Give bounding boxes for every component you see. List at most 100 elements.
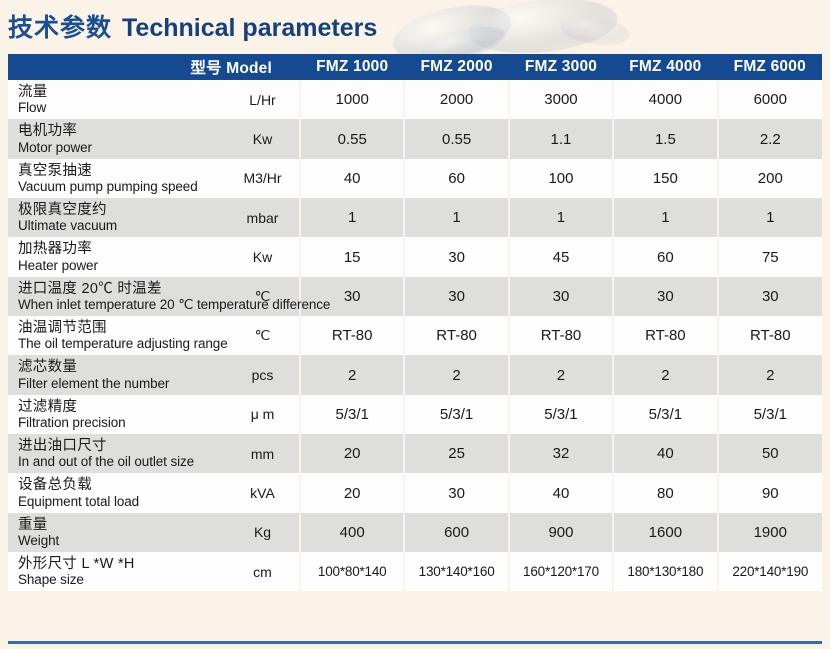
parameter-value-cell: 30 [613, 276, 719, 317]
parameter-value-cell: 130*140*160 [404, 552, 510, 592]
parameter-value-cell: 5/3/1 [717, 394, 822, 435]
parameter-value-cell: 20 [300, 434, 406, 474]
parameter-name-chinese: 滤芯数量 [18, 359, 78, 376]
parameter-unit-cell: L/Hr [226, 80, 301, 120]
parameter-value-cell: 600 [404, 512, 510, 553]
parameter-name-chinese: 电机功率 [18, 123, 78, 140]
parameter-name-english: Shape size [18, 572, 84, 588]
parameter-value-cell: 1000 [300, 80, 406, 120]
parameter-value-cell: RT-80 [404, 316, 510, 356]
decorative-watermark-blob [465, 0, 621, 60]
parameter-name-english: Heater power [18, 257, 98, 273]
parameter-name-english: When inlet temperature 20 ℃ temperature … [18, 296, 331, 312]
parameter-name-english: Weight [18, 533, 60, 549]
parameter-name-english: Equipment total load [18, 493, 140, 509]
parameter-name-english: Flow [18, 100, 47, 116]
parameter-value-cell: 2.2 [717, 119, 822, 159]
parameter-name-cell: 外形尺寸 L *W *H Shape size [8, 552, 226, 592]
parameter-unit-cell: mm [226, 434, 301, 474]
bottom-rule-divider [8, 641, 822, 644]
parameter-value-cell: 1 [613, 198, 719, 238]
parameter-value-cell: 5/3/1 [613, 394, 719, 435]
parameter-value-cell: 30 [508, 276, 615, 317]
table-row: 真空泵抽速 Vacuum pump pumping speed M3/Hr 40 60 1… [8, 158, 822, 199]
parameter-value-cell: 1.5 [613, 119, 719, 159]
parameter-name-english: The oil temperature adjusting range [18, 336, 228, 352]
column-header-fmz-4000: FMZ 4000 [613, 54, 718, 80]
parameter-value-cell: 900 [508, 512, 615, 553]
parameter-value-cell: 45 [508, 237, 615, 277]
parameter-name-cell: 设备总负载 Equipment total load [8, 473, 226, 513]
parameter-name-cell: 加热器功率 Heater power [8, 237, 226, 277]
parameter-name-cell: 进口温度 20℃ 时温差 When inlet temperature 20 ℃ … [8, 276, 331, 317]
parameter-value-cell: 90 [717, 473, 822, 513]
table-row: 过滤精度 Filtration precision μ m 5/3/1 5/3/1 5/3… [8, 394, 822, 435]
parameter-value-cell: 3000 [508, 80, 615, 120]
parameter-value-cell: RT-80 [508, 316, 615, 356]
parameter-value-cell: 400 [300, 512, 406, 553]
parameter-name-cell: 油温调节范围 The oil temperature adjusting rang… [8, 316, 228, 356]
parameter-value-cell: 4000 [613, 80, 719, 120]
table-row: 加热器功率 Heater power Kw 15 30 45 60 75 [8, 237, 822, 277]
parameter-value-cell: 1 [508, 198, 615, 238]
parameter-value-cell: 30 [404, 237, 510, 277]
parameter-value-cell: 180*130*180 [613, 552, 719, 592]
parameter-name-cell: 流量 Flow [8, 80, 226, 120]
parameter-value-cell: 75 [717, 237, 822, 277]
parameter-name-chinese: 极限真空度约 [18, 202, 107, 219]
parameter-name-cell: 重量 Weight [8, 512, 226, 553]
parameter-name-english: Vacuum pump pumping speed [18, 178, 198, 194]
parameter-name-chinese: 流量 [18, 84, 48, 100]
parameter-name-chinese: 进出油口尺寸 [18, 438, 107, 455]
parameter-value-cell: 5/3/1 [508, 394, 615, 435]
column-header-model: 型号 Model [8, 54, 300, 80]
parameter-value-cell: 2 [404, 355, 510, 395]
parameter-value-cell: 1 [717, 198, 822, 238]
parameter-value-cell: 25 [404, 434, 510, 474]
parameter-value-cell: 40 [613, 434, 719, 474]
parameter-name-chinese: 过滤精度 [18, 398, 78, 415]
parameter-value-cell: 80 [613, 473, 719, 513]
parameter-value-cell: 2 [717, 355, 822, 395]
parameter-value-cell: 5/3/1 [404, 394, 510, 435]
parameter-name-cell: 真空泵抽速 Vacuum pump pumping speed [8, 158, 226, 199]
parameter-value-cell: RT-80 [613, 316, 719, 356]
parameter-value-cell: 20 [300, 473, 406, 513]
parameter-unit-cell: mbar [226, 198, 301, 238]
page-title-english: Technical parameters [122, 14, 378, 42]
parameter-value-cell: 160*120*170 [508, 552, 615, 592]
parameter-name-english: Filtration precision [18, 414, 126, 430]
parameter-value-cell: 32 [508, 434, 615, 474]
parameter-value-cell: RT-80 [717, 316, 822, 356]
parameter-value-cell: 150 [613, 158, 719, 199]
parameter-name-english: Ultimate vacuum [18, 218, 118, 234]
parameter-value-cell: 30 [404, 276, 510, 317]
parameter-unit-cell: pcs [226, 355, 301, 395]
parameter-unit-cell: M3/Hr [226, 158, 301, 199]
parameter-value-cell: 0.55 [300, 119, 406, 159]
parameter-value-cell: 30 [300, 276, 406, 317]
parameter-name-english: Filter element the number [18, 375, 170, 391]
parameter-value-cell: 40 [300, 158, 406, 199]
table-row: 极限真空度约 Ultimate vacuum mbar 1 1 1 1 1 [8, 198, 822, 238]
table-row: 外形尺寸 L *W *H Shape size cm 100*80*140 130*14… [8, 552, 822, 592]
table-row: 设备总负载 Equipment total load kVA 20 30 40 80 90 [8, 473, 822, 513]
parameter-name-english: Motor power [18, 139, 92, 155]
parameter-name-cell: 过滤精度 Filtration precision [8, 394, 226, 435]
parameter-value-cell: 1 [300, 198, 406, 238]
parameter-value-cell: 5/3/1 [300, 394, 406, 435]
parameter-value-cell: 1900 [717, 512, 822, 553]
technical-parameters-table: 型号 Model FMZ 1000 FMZ 2000 FMZ 3000 FMZ … [8, 54, 822, 592]
parameter-name-cell: 进出油口尺寸 In and out of the oil outlet size [8, 434, 226, 474]
parameter-unit-cell: ℃ [226, 276, 301, 317]
table-header-row: 型号 Model FMZ 1000 FMZ 2000 FMZ 3000 FMZ … [8, 54, 822, 80]
page-title: 技术参数 Technical parameters [8, 8, 377, 44]
parameter-value-cell: 100*80*140 [300, 552, 406, 592]
parameter-value-cell: 15 [300, 237, 406, 277]
parameter-value-cell: 0.55 [404, 119, 510, 159]
parameter-unit-cell: Kw [226, 237, 301, 277]
table-row: 流量 Flow L/Hr 1000 2000 3000 4000 6000 [8, 80, 822, 120]
column-header-fmz-1000: FMZ 1000 [300, 54, 405, 80]
parameter-value-cell: 100 [508, 158, 615, 199]
parameter-value-cell: 2 [508, 355, 615, 395]
